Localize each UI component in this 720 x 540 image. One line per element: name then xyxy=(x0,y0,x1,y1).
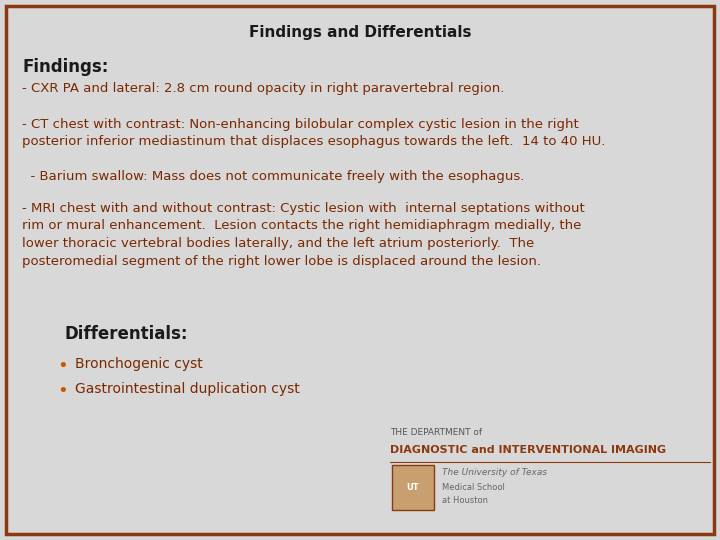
Text: - MRI chest with and without contrast: Cystic lesion with  internal septations w: - MRI chest with and without contrast: C… xyxy=(22,202,585,267)
Text: Gastrointestinal duplication cyst: Gastrointestinal duplication cyst xyxy=(75,382,300,396)
Text: Findings and Differentials: Findings and Differentials xyxy=(248,25,472,40)
Text: Differentials:: Differentials: xyxy=(65,325,189,343)
Text: The University of Texas: The University of Texas xyxy=(442,468,547,477)
Text: Findings:: Findings: xyxy=(22,58,109,76)
Text: •: • xyxy=(58,382,68,400)
Bar xyxy=(392,465,434,510)
Text: THE DEPARTMENT of: THE DEPARTMENT of xyxy=(390,428,482,437)
Text: - Barium swallow: Mass does not communicate freely with the esophagus.: - Barium swallow: Mass does not communic… xyxy=(22,170,524,183)
Text: at Houston: at Houston xyxy=(442,496,488,505)
Text: UT: UT xyxy=(407,483,419,491)
Text: Medical School: Medical School xyxy=(442,483,505,492)
Text: - CXR PA and lateral: 2.8 cm round opacity in right paravertebral region.: - CXR PA and lateral: 2.8 cm round opaci… xyxy=(22,82,505,95)
Text: - CT chest with contrast: Non-enhancing bilobular complex cystic lesion in the r: - CT chest with contrast: Non-enhancing … xyxy=(22,118,606,149)
Text: Bronchogenic cyst: Bronchogenic cyst xyxy=(75,357,203,371)
Text: •: • xyxy=(58,357,68,375)
Text: DIAGNOSTIC and INTERVENTIONAL IMAGING: DIAGNOSTIC and INTERVENTIONAL IMAGING xyxy=(390,445,666,455)
